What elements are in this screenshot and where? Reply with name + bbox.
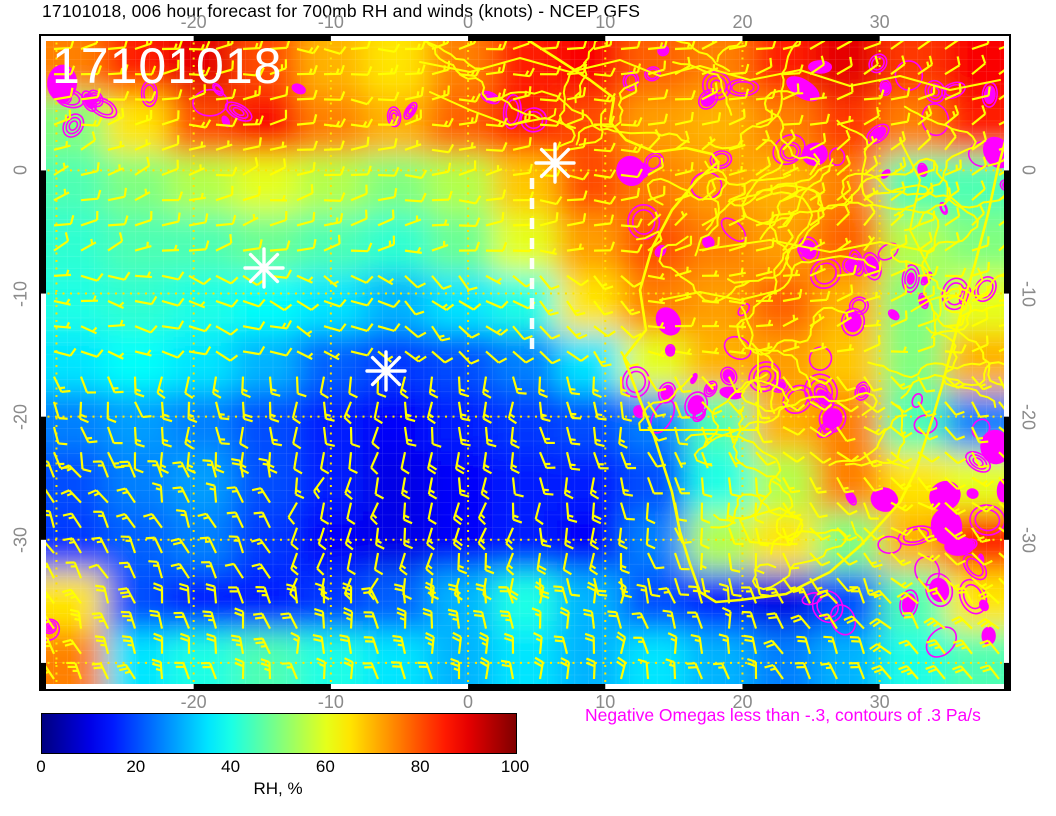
forecast-title: 17101018, 006 hour forecast for 700mb RH… [42,1,641,21]
colorbar-tick-label: 80 [410,757,430,776]
map-frame-layer [40,35,1010,690]
lat-tick-label: -20 [10,403,31,430]
lon-tick-label: -10 [317,692,344,712]
asterisk-marker [539,147,571,179]
lon-tick-label: 10 [595,12,616,32]
rh-wind-map-canvas: 17101018 [39,34,1011,691]
lon-tick-label: 0 [463,12,474,32]
lat-tick-label: -10 [10,280,31,307]
wind-barbs-layer [40,35,1010,680]
colorbar-tick-label: 0 [36,757,46,776]
run-date-label: 17101018 [52,38,283,94]
omega-note: Negative Omegas less than -.3, contours … [585,705,981,725]
lat-tick-label: -30 [1018,526,1039,553]
rh-wind-map [40,35,1010,690]
lat-tick-label: -30 [10,526,31,553]
lat-tick-label: 0 [1018,165,1039,176]
africa-coastline [518,35,1010,604]
lon-tick-label: 30 [869,12,890,32]
lon-tick-label: 30 [869,692,890,712]
lon-tick-label: 0 [463,692,474,712]
colorbar-label: RH, % [253,779,303,798]
lat-tick-label: 0 [10,165,31,176]
rh-colorbar [41,713,517,754]
lon-tick-label: 20 [732,12,753,32]
lat-tick-label: -10 [1018,280,1039,307]
lon-tick-label: 10 [595,692,616,712]
asterisk-markers-layer [243,142,576,392]
colorbar-tick-label: 20 [126,757,146,776]
lon-tick-label: -10 [317,12,344,32]
colorbar-tick-label: 40 [221,757,241,776]
coastline-borders-layer [419,35,1010,604]
lon-tick-label: -20 [180,12,207,32]
asterisk-marker [248,252,280,284]
lon-tick-label: -20 [180,692,207,712]
colorbar-tick-label: 100 [500,757,530,776]
colorbar-tick-label: 60 [315,757,335,776]
omega-contours-layer [40,44,1010,658]
lat-tick-label: -20 [1018,403,1039,430]
asterisk-marker [370,355,402,387]
lon-tick-label: 20 [732,692,753,712]
